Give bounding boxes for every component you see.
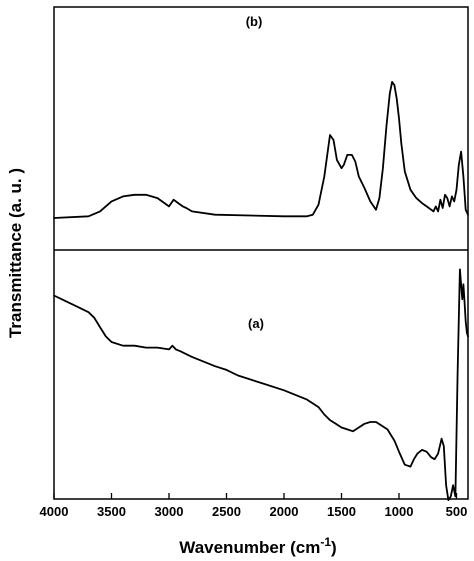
series-line-top: [53, 81, 469, 219]
x-tick-label-4000: 4000: [40, 504, 69, 519]
plot-frame: [53, 6, 469, 500]
series-line-bottom: [53, 268, 469, 501]
x-tick-label-2500: 2500: [212, 504, 241, 519]
x-axis-title-superscript: -1: [320, 535, 331, 549]
x-tick-label-1000: 1000: [385, 504, 414, 519]
x-axis-ticks: 4000 3500 3000 2500 2000 1500 1000 500: [40, 493, 468, 519]
x-axis-title: Wavenumber (cm-1): [179, 535, 336, 557]
y-axis-title: Transmittance (a. u. ): [6, 168, 25, 338]
x-tick-label-1500: 1500: [327, 504, 356, 519]
panel-label-b: (b): [246, 14, 263, 29]
series-layer: [53, 81, 469, 501]
x-axis-title-main: Wavenumber (cm: [179, 538, 320, 557]
x-axis-title-close: ): [331, 538, 337, 557]
panel-label-a: (a): [248, 316, 264, 331]
x-tick-label-500: 500: [446, 504, 468, 519]
x-tick-label-3500: 3500: [97, 504, 126, 519]
x-tick-label-3000: 3000: [155, 504, 184, 519]
x-tick-label-2000: 2000: [270, 504, 299, 519]
